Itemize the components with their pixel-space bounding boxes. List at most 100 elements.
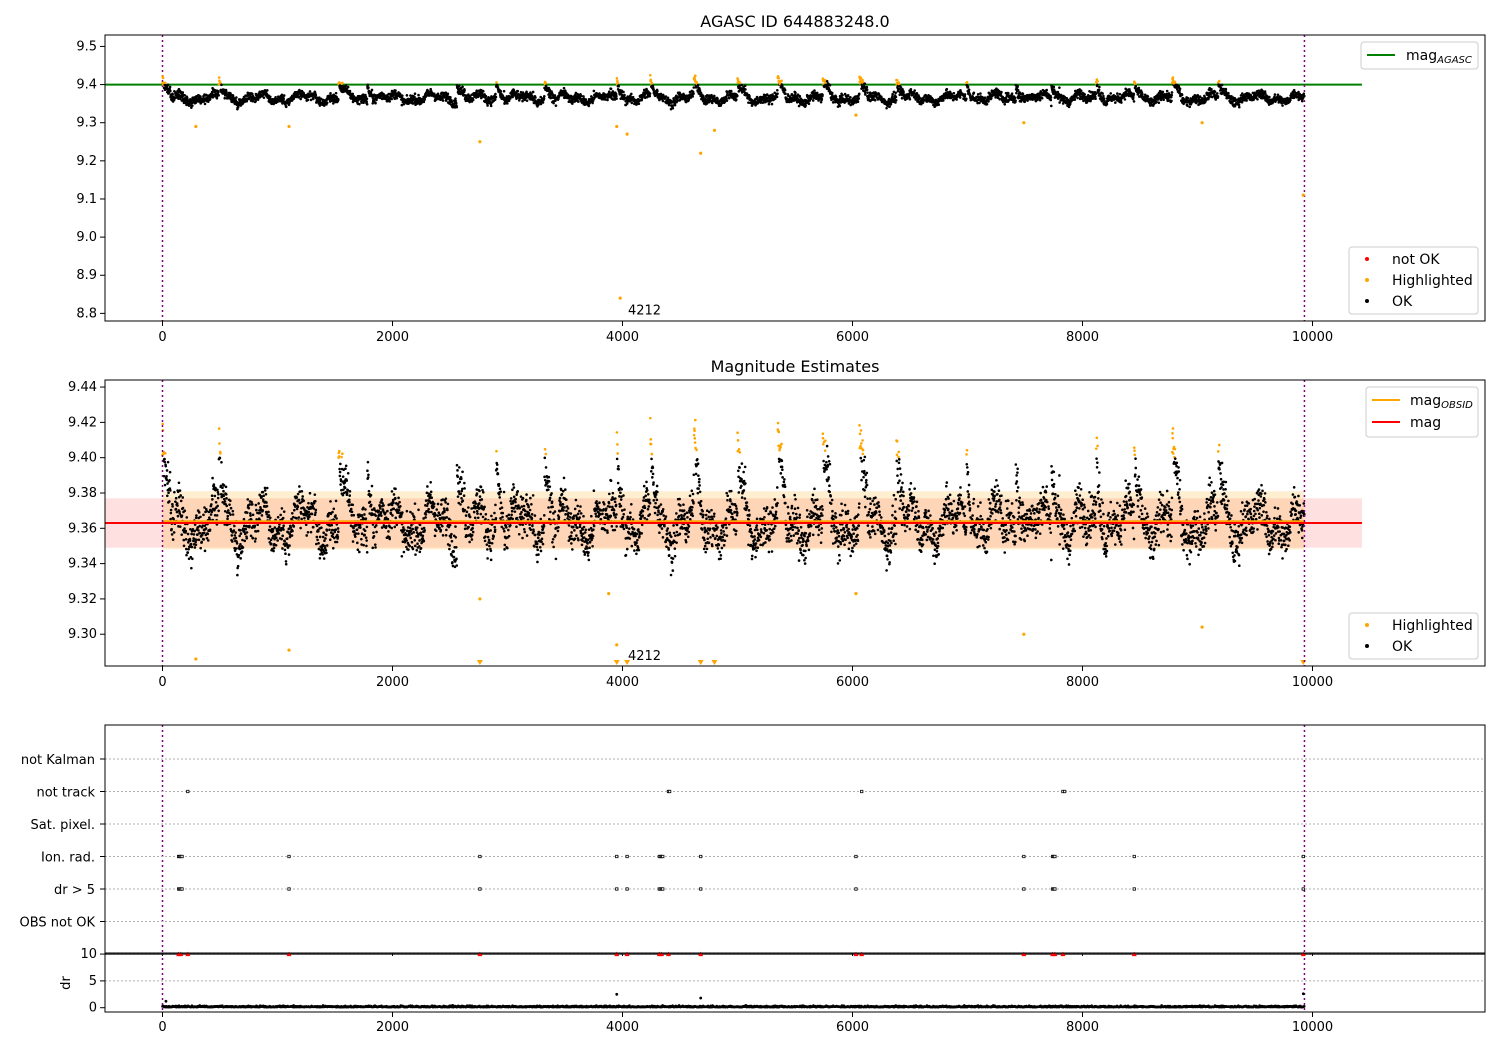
ok-point [163,460,167,464]
ok-point [222,489,225,493]
highlighted-point [699,151,703,155]
ok-point [337,98,340,102]
ok-point [235,542,239,545]
ok-point [180,514,184,518]
ok-point [208,528,212,532]
ok-point [1170,91,1174,94]
ok-point [228,503,231,506]
ok-point [365,102,369,106]
ok-point [192,533,196,536]
ok-point [164,464,168,468]
ok-point [446,92,450,96]
ok-point [648,94,652,98]
agasc-ytick-label: 9.2 [76,154,97,169]
ok-point [1141,92,1144,96]
ok-point [372,99,376,103]
ok-point [775,95,779,99]
ok-point [190,106,193,109]
ok-point [630,92,633,96]
ok-point [346,85,350,89]
ok-point [180,533,184,536]
ok-point [262,96,266,99]
ok-point [251,513,255,517]
ok-point [1186,104,1189,107]
ok-point [1178,87,1182,90]
ok-point [166,494,169,498]
ok-point [1049,104,1053,108]
highlighted-point [854,113,858,117]
ok-point [587,104,591,108]
ok-point [299,97,302,101]
highlighted-point [625,132,629,136]
ok-point [197,529,200,532]
ok-point [211,91,214,95]
ok-point [1113,101,1117,104]
highlighted-point [218,442,221,445]
ok-point [913,89,916,92]
highlighted-point [1096,79,1099,83]
ok-point [1170,93,1174,97]
ok-point [577,100,580,103]
ok-point [220,83,223,87]
ok-point [830,91,834,95]
ok-point [1213,90,1217,94]
agasc-xtick-label: 0 [158,330,166,345]
ok-point [297,95,301,99]
ok-point [176,504,179,507]
ok-point [218,456,222,460]
ok-point [990,96,993,100]
ok-point [1245,99,1248,102]
panel-agasc: AGASC ID 644883248.0 8.88.99.09.19.29.39… [76,12,1486,345]
ok-point [174,507,178,511]
ok-point [811,99,815,102]
ok-point [186,551,190,554]
ok-point [846,94,850,97]
ok-point [231,509,235,513]
ok-point [190,566,193,570]
agasc-xtick-label: 10000 [1292,330,1333,345]
ok-point [1058,101,1061,104]
ok-point [244,527,248,531]
ok-point [251,99,255,103]
ok-point [167,491,170,495]
ok-point [214,500,218,504]
ok-point [258,511,262,515]
ok-point [525,99,529,102]
ok-point [1289,98,1292,102]
ok-point [1146,95,1150,98]
ok-point [211,476,214,480]
ok-point [183,93,187,97]
ok-point [542,97,546,100]
ok-point [195,538,198,542]
ok-point [239,532,243,535]
ok-point [198,524,201,528]
ok-point [506,102,509,105]
ok-point [234,547,238,550]
ok-point [615,94,618,98]
ok-point [182,544,186,548]
ok-point [1000,90,1003,94]
ok-point [282,94,286,97]
ok-point [182,538,186,542]
ok-point [236,105,240,109]
panel-agasc-lines [105,35,1362,321]
ok-point [344,84,348,87]
ok-point [776,92,779,95]
ok-point [186,532,190,536]
ok-point [1068,102,1072,106]
ok-point [295,95,298,99]
ok-point [388,100,391,103]
ok-point [362,101,365,105]
ok-point [265,486,269,490]
ok-point [231,513,235,516]
ok-point [454,99,458,103]
ok-point [1076,96,1079,100]
ok-point [261,509,264,512]
ok-point [1116,92,1119,95]
ok-point [202,513,205,517]
ok-point [206,100,210,103]
ok-point [233,534,237,537]
ok-point [181,96,184,99]
ok-point [413,92,417,96]
ok-point [502,89,506,93]
